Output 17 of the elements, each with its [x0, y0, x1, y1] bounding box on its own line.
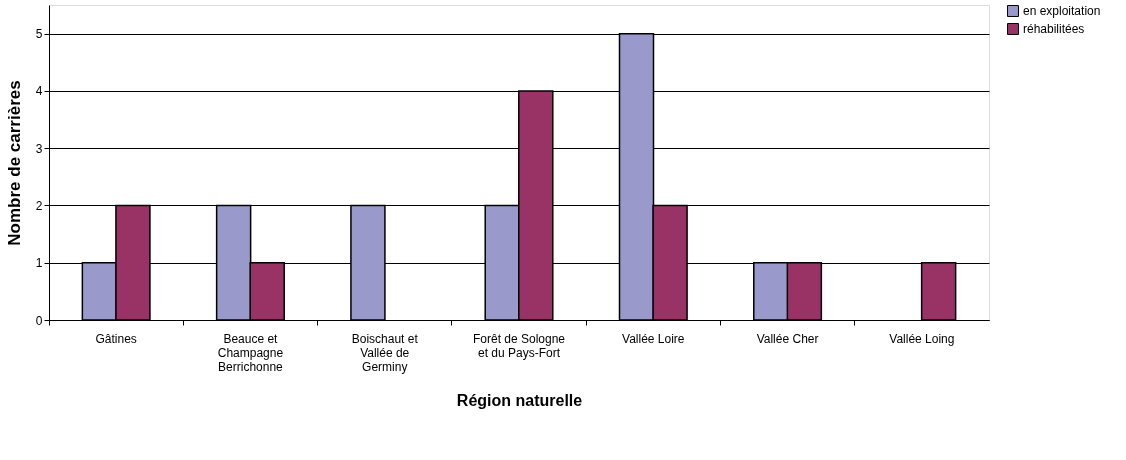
x-tick-label: Vallée Loing [889, 331, 955, 346]
legend-label: réhabilitées [1023, 22, 1085, 36]
y-tick-label: 2 [35, 198, 43, 213]
y-tick-label: 4 [35, 84, 43, 99]
y-axis-title: Nombre de carrières [4, 80, 24, 246]
x-tick-label: Vallée Cher [756, 331, 819, 346]
x-axis-title: Région naturelle [456, 391, 583, 409]
legend-label: en exploitation [1023, 4, 1101, 18]
x-tick-label: Gâtines [95, 331, 137, 346]
x-tick-label: Vallée Loire [622, 331, 685, 346]
y-tick-label: 5 [35, 27, 43, 42]
y-tick-label: 1 [35, 256, 43, 271]
y-tick-label: 3 [35, 141, 43, 156]
x-tick-label: Boischaut et Vallée de Germiny [351, 331, 419, 374]
y-tick-label: 0 [35, 313, 43, 328]
x-tick-label: Beauce et Champagne Berrichonne [217, 331, 284, 374]
x-tick-label: Forêt de Sologne et du Pays-Fort [472, 331, 566, 360]
